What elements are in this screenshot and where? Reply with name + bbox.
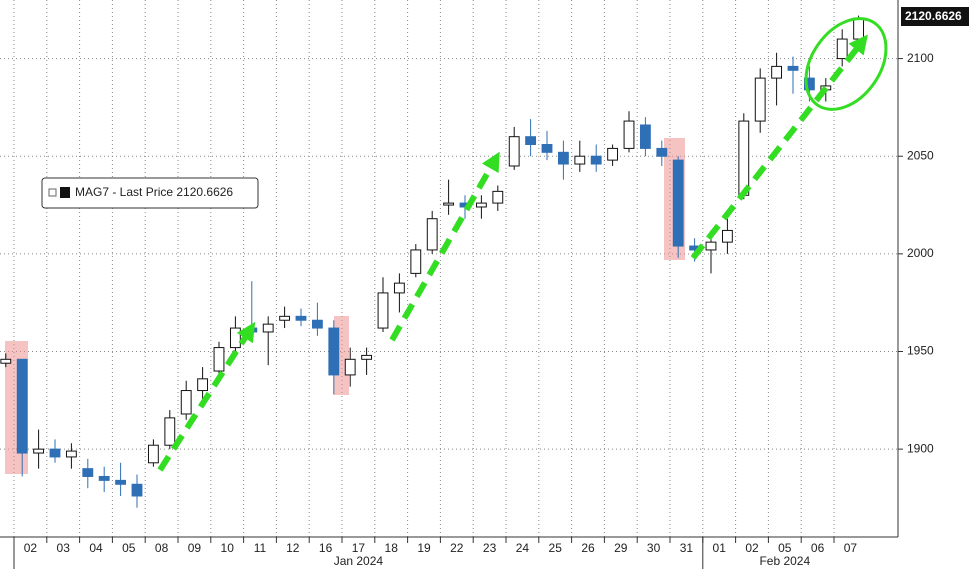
x-tick-label: 23 xyxy=(483,541,497,555)
x-tick-label: 17 xyxy=(352,541,366,555)
candle-body xyxy=(754,77,766,122)
legend-toggle xyxy=(48,188,57,197)
candle-body xyxy=(639,124,651,149)
candle-body xyxy=(98,475,110,481)
candle-body xyxy=(623,120,635,149)
y-tick-label: 1900 xyxy=(907,441,934,455)
candle-body xyxy=(656,147,668,157)
candle-body xyxy=(541,144,553,153)
candle-body xyxy=(328,327,340,376)
candle-body xyxy=(295,315,307,321)
candle-body xyxy=(574,155,586,165)
plot-area xyxy=(0,15,865,508)
y-tick-label: 2000 xyxy=(907,246,934,260)
candle-body xyxy=(508,136,520,167)
trend-arrow xyxy=(157,321,256,472)
candle-body xyxy=(410,249,422,274)
x-tick-label: 12 xyxy=(286,541,300,555)
candle-body xyxy=(361,354,373,360)
legend-box xyxy=(41,177,259,209)
candle-body xyxy=(49,448,61,458)
candle-body xyxy=(525,136,537,146)
candle-body xyxy=(787,65,799,71)
y-tick-label: 2100 xyxy=(907,51,934,65)
x-tick-label: 30 xyxy=(647,541,661,555)
candle-body xyxy=(164,417,176,446)
trend-arrow xyxy=(690,34,868,260)
candle-body xyxy=(377,292,389,329)
month-label: Jan 2024 xyxy=(334,554,384,568)
x-tick-label: 16 xyxy=(319,541,333,555)
candle-body xyxy=(557,151,569,165)
candle-body xyxy=(33,448,45,454)
grid xyxy=(0,0,898,537)
candle-body xyxy=(147,444,159,464)
x-tick-label: 06 xyxy=(811,541,825,555)
candle-body xyxy=(443,202,455,206)
month-label: Feb 2024 xyxy=(759,554,810,568)
candle-body xyxy=(344,358,356,376)
x-tick-label: 02 xyxy=(745,541,759,555)
candle-body xyxy=(705,241,717,251)
x-tick-label: 19 xyxy=(417,541,431,555)
candle-body xyxy=(82,468,94,477)
x-tick-label: 03 xyxy=(57,541,71,555)
x-tick-label: 07 xyxy=(844,541,858,555)
candle-body xyxy=(229,327,241,349)
x-tick-label: 02 xyxy=(24,541,38,555)
candle-body xyxy=(279,315,291,321)
candle-body xyxy=(803,77,815,91)
x-tick-label: 05 xyxy=(778,541,792,555)
candle-body xyxy=(853,17,865,40)
candle-body xyxy=(771,65,783,79)
legend-swatch xyxy=(60,187,70,198)
candle-body xyxy=(262,323,274,333)
x-tick-label: 26 xyxy=(581,541,595,555)
x-tick-label: 09 xyxy=(188,541,202,555)
candle-body xyxy=(180,390,192,415)
candle-body xyxy=(590,155,602,165)
x-tick-label: 11 xyxy=(254,541,267,555)
candle-body xyxy=(197,378,209,392)
candle-body xyxy=(721,229,733,243)
x-tick-label: 31 xyxy=(680,541,694,555)
candle-body xyxy=(607,147,619,161)
trend-arrow xyxy=(389,151,500,342)
x-tick-label: 04 xyxy=(89,541,103,555)
candle-body xyxy=(426,218,438,251)
candle-body xyxy=(836,38,848,60)
y-tick-label: 1950 xyxy=(907,344,934,358)
candle-body xyxy=(492,190,504,204)
candle-body xyxy=(131,483,143,497)
y-tick-label: 2050 xyxy=(907,148,934,162)
candle-body xyxy=(16,358,28,454)
candle-body xyxy=(475,202,487,208)
candle-body xyxy=(65,450,77,458)
last-price-box xyxy=(901,7,969,26)
x-tick-label: 08 xyxy=(155,541,169,555)
candle-body xyxy=(311,319,323,329)
x-tick-label: 18 xyxy=(385,541,399,555)
candle-body xyxy=(213,347,225,372)
candle-body xyxy=(0,358,12,364)
last-price-tag: 2120.6626 xyxy=(901,7,969,26)
candle-body xyxy=(738,120,750,196)
x-tick-label: 29 xyxy=(614,541,628,555)
x-tick-label: 10 xyxy=(221,541,235,555)
last-price-label: 2120.6626 xyxy=(905,9,962,23)
x-tick-label: 05 xyxy=(122,541,136,555)
annotations xyxy=(157,17,888,472)
legend-label: MAG7 - Last Price 2120.6626 xyxy=(75,185,233,199)
candle-body xyxy=(115,479,127,485)
candle-body xyxy=(672,159,684,247)
candle-body xyxy=(393,282,405,294)
x-tick-label: 25 xyxy=(549,541,563,555)
legend: MAG7 - Last Price 2120.6626 xyxy=(41,177,259,209)
x-tick-label: 01 xyxy=(713,541,727,555)
highlight-ellipse xyxy=(804,17,888,111)
x-tick-label: 22 xyxy=(450,541,464,555)
x-tick-label: 24 xyxy=(516,541,530,555)
